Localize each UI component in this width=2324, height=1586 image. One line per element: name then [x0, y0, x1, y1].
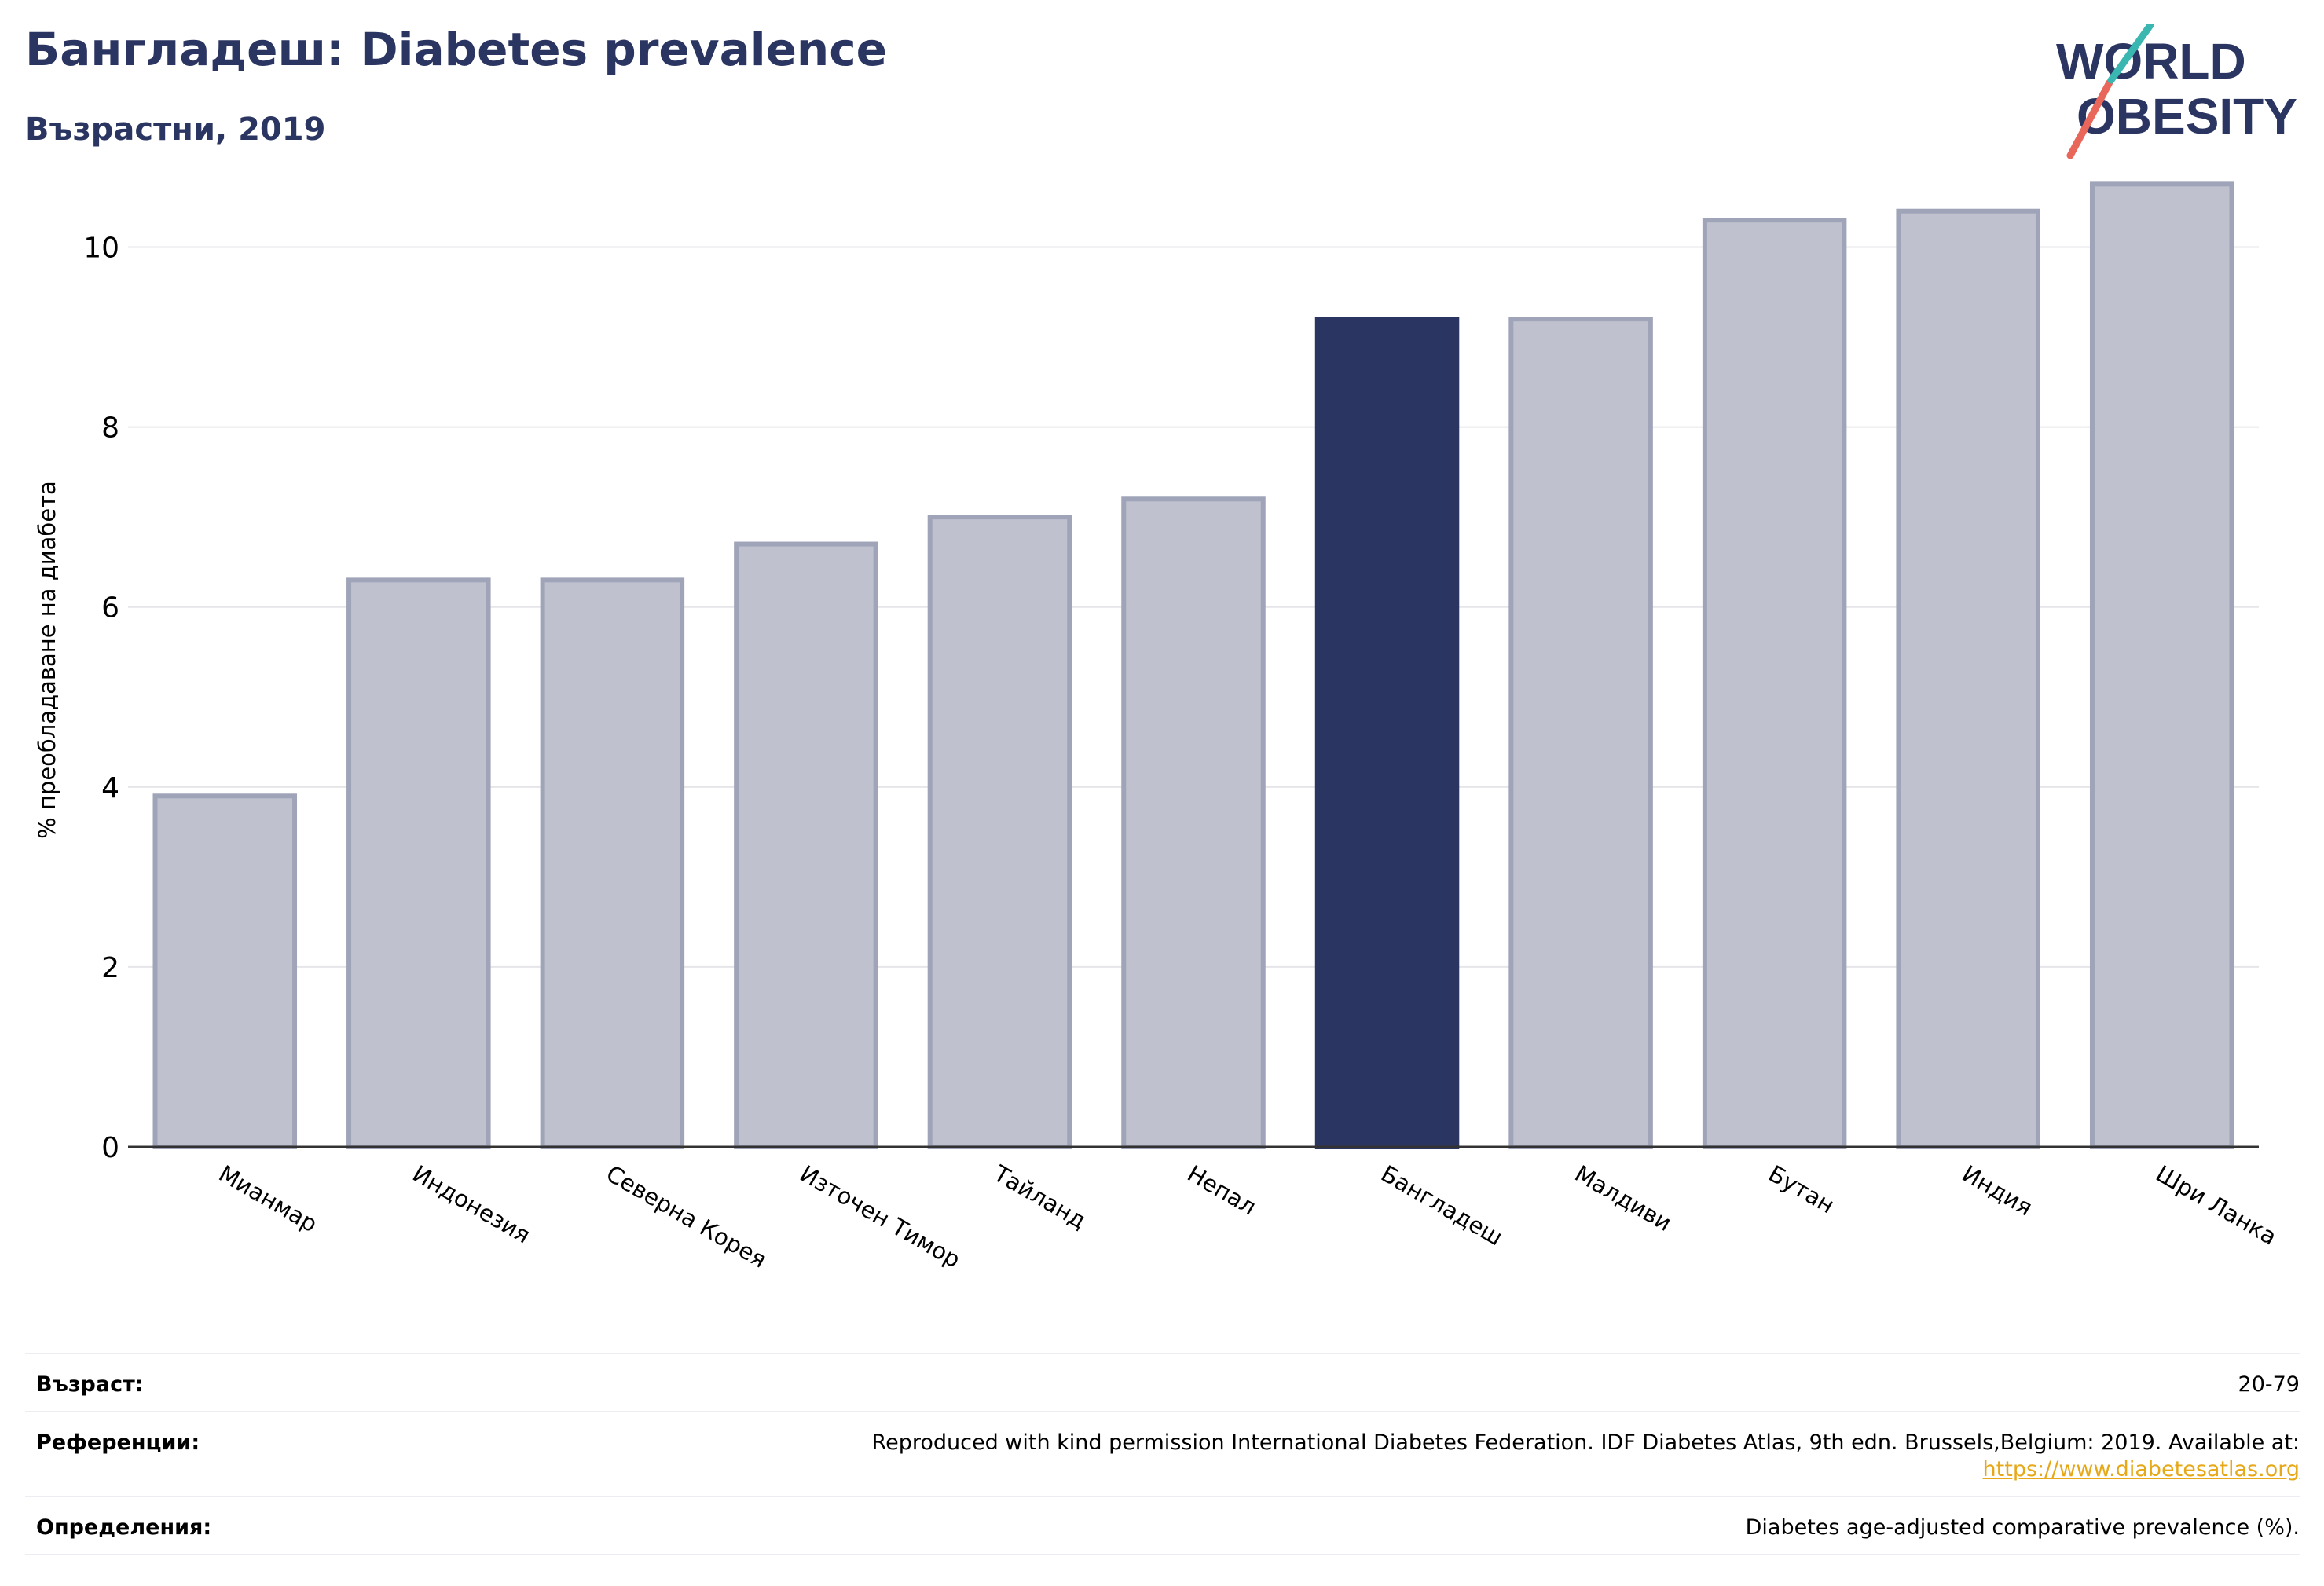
x-tick-label: Индия — [1958, 1160, 2037, 1222]
definitions-label: Определения: — [36, 1515, 212, 1540]
logo-slash-teal — [2107, 24, 2154, 84]
bar-9 — [1896, 208, 2040, 1149]
references-label: Референции: — [36, 1430, 200, 1455]
bars — [152, 181, 2234, 1150]
x-axis-labels: Мианмар Индонезия Северна Корея Източен Тим… — [214, 1159, 2282, 1273]
y-tick-label: 10 — [83, 233, 119, 265]
bar-chart: 0 2 4 6 8 10 Мианмар Индонезия Северна Корея Изт… — [34, 181, 2282, 1273]
y-tick-label: 0 — [101, 1132, 119, 1164]
bar-7 — [1508, 317, 1653, 1150]
x-tick-label: Бутан — [1764, 1160, 1839, 1219]
bar-10 — [2089, 181, 2234, 1149]
definitions-value: Diabetes age-adjusted comparative preval… — [1745, 1515, 2300, 1540]
x-tick-label: Източен Тимор — [795, 1160, 965, 1273]
x-tick-label: Северна Корея — [602, 1160, 772, 1273]
chart-title: Бангладеш: Diabetes prevalence — [25, 23, 887, 76]
references-text: Reproduced with kind permission Internat… — [871, 1430, 2300, 1455]
y-tick-label: 2 — [101, 952, 119, 984]
x-tick-label: Малдиви — [1571, 1160, 1677, 1237]
chart-footer: Възраст: 20-79 Референции: Reproduced wi… — [25, 1353, 2300, 1555]
y-tick-label: 6 — [101, 592, 119, 625]
bar-5 — [1121, 496, 1266, 1149]
x-tick-label: Мианмар — [214, 1160, 322, 1238]
y-tick-label: 4 — [101, 772, 119, 804]
logo-slash-red — [2066, 79, 2113, 159]
logo-line2: OBESITY — [2077, 88, 2297, 145]
footer-row-references: Референции: Reproduced with kind permiss… — [25, 1411, 2300, 1496]
x-tick-label: Тайланд — [988, 1159, 1091, 1234]
x-tick-label: Бангладеш — [1376, 1160, 1507, 1251]
age-value: 20-79 — [2238, 1372, 2300, 1397]
y-axis-label: % преобладаване на диабета — [34, 481, 60, 839]
x-tick-label: Шри Ланка — [2151, 1160, 2281, 1251]
x-tick-label: Индонезия — [408, 1160, 535, 1249]
footer-row-age: Възраст: 20-79 — [25, 1353, 2300, 1411]
bar-1 — [346, 577, 491, 1149]
world-obesity-logo: WORLD OBESITY — [2056, 24, 2297, 159]
age-label: Възраст: — [36, 1372, 144, 1397]
y-axis-ticks: 0 2 4 6 8 10 — [83, 233, 119, 1164]
references-value: Reproduced with kind permission Internat… — [872, 1430, 2300, 1483]
y-tick-label: 8 — [101, 412, 119, 445]
chart-subtitle: Възрастни, 2019 — [25, 112, 326, 148]
x-tick-label: Непал — [1183, 1160, 1261, 1221]
logo-line1: WORLD — [2056, 33, 2246, 90]
bar-8 — [1702, 218, 1847, 1150]
bar-6 — [1314, 317, 1460, 1150]
footer-row-definitions: Определения: Diabetes age-adjusted compa… — [25, 1496, 2300, 1555]
bar-0 — [152, 793, 298, 1149]
references-link[interactable]: https://www.diabetesatlas.org — [1982, 1457, 2300, 1482]
bar-4 — [927, 515, 1072, 1149]
bar-3 — [734, 541, 878, 1149]
chart-header: Бангладеш: Diabetes prevalence Възрастни… — [25, 22, 887, 149]
bar-2 — [540, 577, 685, 1149]
